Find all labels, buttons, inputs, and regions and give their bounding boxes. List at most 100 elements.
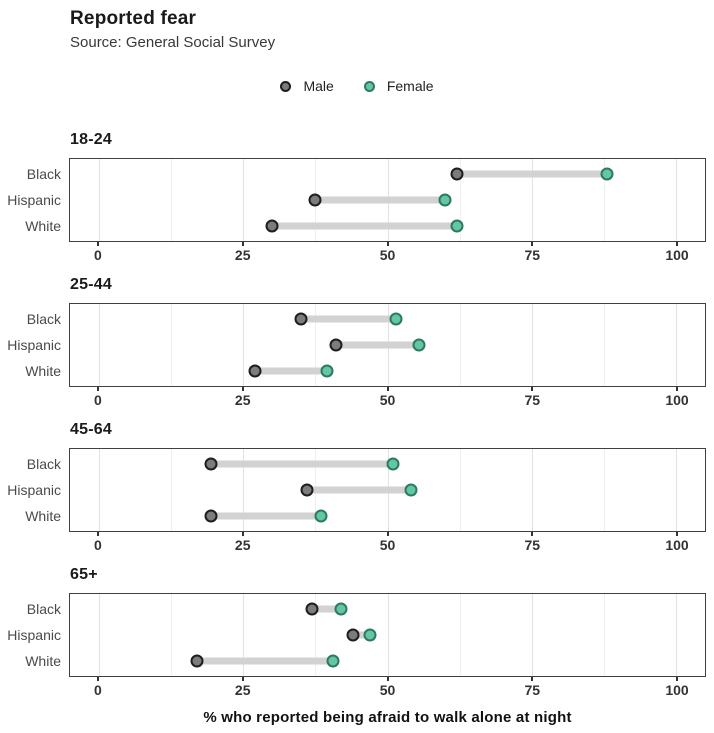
- legend-item-female: Female: [363, 78, 434, 94]
- x-tick-label: 100: [665, 537, 689, 553]
- gridline-minor: [315, 304, 317, 386]
- x-tick-label: 0: [94, 682, 102, 698]
- gridline-minor: [171, 159, 173, 241]
- y-axis-label-black: Black: [26, 455, 61, 472]
- x-tick-mark: [241, 242, 244, 246]
- x-tick-mark: [241, 532, 244, 536]
- x-tick-label: 50: [379, 247, 396, 263]
- gridline-major: [243, 304, 245, 386]
- y-axis-label-white: White: [25, 218, 61, 235]
- dumbbell-bar: [211, 512, 322, 520]
- dumbbell-bar: [197, 657, 333, 665]
- y-axis-label-black: Black: [26, 165, 61, 182]
- x-axis: 0 25 50 75 100: [69, 677, 706, 701]
- x-tick-mark: [676, 677, 679, 681]
- x-tick-mark: [676, 242, 679, 246]
- gridline-major: [98, 159, 100, 241]
- dumbbell-bar: [315, 196, 446, 204]
- female-dot: [600, 167, 614, 181]
- legend-label-female: Female: [386, 78, 434, 94]
- male-dot: [329, 338, 343, 352]
- dumbbell-bar: [352, 631, 371, 639]
- male-dot: [204, 457, 218, 471]
- male-dot: [346, 628, 360, 642]
- x-tick-label: 75: [524, 682, 541, 698]
- female-dot: [404, 483, 418, 497]
- chart-subtitle: Source: General Social Survey: [70, 34, 276, 51]
- female-dot: [389, 312, 403, 326]
- gridline-minor: [315, 594, 317, 676]
- x-tick-label: 50: [379, 537, 396, 553]
- male-dot: [300, 483, 314, 497]
- y-axis-label-white: White: [25, 363, 61, 380]
- plot-panel: [69, 158, 706, 242]
- x-tick-label: 25: [234, 537, 251, 553]
- y-axis-label-white: White: [25, 508, 61, 525]
- gridline-major: [243, 159, 245, 241]
- x-tick-label: 25: [234, 682, 251, 698]
- dumbbell-bar: [306, 486, 411, 494]
- x-axis: 0 25 50 75 100: [69, 242, 706, 266]
- x-tick-label: 100: [665, 682, 689, 698]
- gridline-major: [243, 594, 245, 676]
- y-axis-labels: Black Hispanic White: [0, 448, 69, 532]
- x-tick-mark: [531, 387, 534, 391]
- facet-title: 45-64: [70, 421, 112, 438]
- gridline-major: [98, 449, 100, 531]
- y-axis-label-white: White: [25, 653, 61, 670]
- gridline-minor: [171, 594, 173, 676]
- y-axis-labels: Black Hispanic White: [0, 158, 69, 242]
- gridline-minor: [603, 594, 605, 676]
- panel-wrap: Black Hispanic White: [0, 158, 714, 242]
- y-axis-label-black: Black: [26, 310, 61, 327]
- y-axis-labels: Black Hispanic White: [0, 593, 69, 677]
- x-tick-mark: [531, 677, 534, 681]
- x-tick-mark: [531, 532, 534, 536]
- dumbbell-bar: [254, 367, 327, 375]
- x-tick-mark: [531, 242, 534, 246]
- gridline-major: [243, 449, 245, 531]
- dumbbell-bar: [335, 341, 420, 349]
- gridline-major: [676, 159, 678, 241]
- x-tick-mark: [676, 532, 679, 536]
- gridline-major: [531, 159, 533, 241]
- x-tick-label: 25: [234, 392, 251, 408]
- male-dot: [248, 364, 262, 378]
- facet-panels: 18-24 Black Hispanic White 0 25 50 75 100 25-44 Bl…: [0, 129, 714, 701]
- y-axis-label-black: Black: [26, 600, 61, 617]
- x-tick-mark: [676, 387, 679, 391]
- panel-wrap: Black Hispanic White: [0, 593, 714, 677]
- x-tick-label: 75: [524, 392, 541, 408]
- x-tick-label: 100: [665, 392, 689, 408]
- gridline-minor: [459, 304, 461, 386]
- plot-panel: [69, 303, 706, 387]
- male-dot: [294, 312, 308, 326]
- y-axis-label-hispanic: Hispanic: [7, 482, 61, 498]
- x-tick-label: 25: [234, 247, 251, 263]
- facet-title: 25-44: [70, 276, 112, 293]
- gridline-minor: [171, 304, 173, 386]
- gridline-major: [676, 594, 678, 676]
- x-tick-label: 75: [524, 247, 541, 263]
- male-dot: [265, 219, 279, 233]
- female-dot: [320, 364, 334, 378]
- gridline-major: [387, 594, 389, 676]
- dumbbell-bar: [272, 222, 457, 230]
- plot-panel: [69, 448, 706, 532]
- chart-title: Reported fear: [70, 8, 197, 29]
- dumbbell-bar: [456, 170, 607, 178]
- x-tick-mark: [386, 387, 389, 391]
- x-tick-mark: [96, 532, 99, 536]
- x-tick-label: 100: [665, 247, 689, 263]
- x-tick-mark: [386, 242, 389, 246]
- gridline-minor: [171, 449, 173, 531]
- x-tick-mark: [96, 242, 99, 246]
- dumbbell-bar: [312, 605, 342, 613]
- female-dot: [386, 457, 400, 471]
- x-tick-mark: [96, 387, 99, 391]
- gridline-major: [531, 449, 533, 531]
- gridline-major: [676, 304, 678, 386]
- legend: Male Female: [0, 76, 714, 96]
- male-dot: [308, 193, 322, 207]
- x-tick-mark: [386, 677, 389, 681]
